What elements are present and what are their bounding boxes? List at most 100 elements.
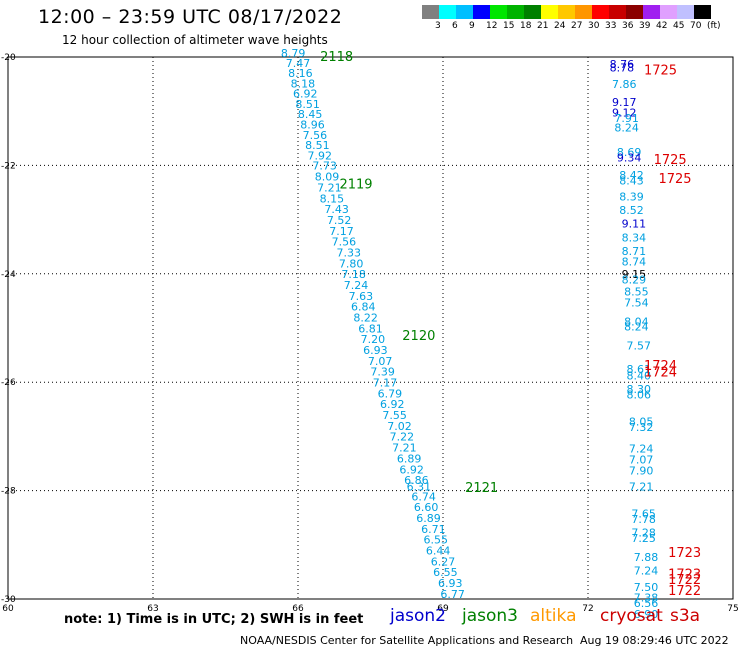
wave-height-value: 6.93 [438, 577, 463, 590]
wave-height-value: 7.55 [382, 409, 407, 422]
grid-lines [8, 57, 733, 599]
wave-height-value: 8.96 [300, 119, 325, 132]
wave-height-value: 8.30 [627, 383, 652, 396]
wave-height-value: 6.56 [634, 597, 659, 610]
wave-height-value: 7.33 [337, 246, 362, 259]
wave-height-value: 6.93 [363, 344, 388, 357]
x-axis-ticks: 60 63 66 69 72 75 [2, 604, 738, 614]
wave-height-value: 8.76 [610, 58, 635, 71]
colorbar-label: 30 [588, 21, 600, 31]
pass-number: 1723 [668, 546, 701, 561]
wave-height-value: 9.17 [612, 96, 637, 109]
wave-height-value: 6.86 [404, 474, 429, 487]
wave-height-value: 7.56 [303, 129, 328, 142]
wave-height-value: 7.47 [286, 57, 311, 70]
wave-height-value: 7.32 [629, 421, 654, 434]
x-tick-label: 60 [2, 604, 14, 614]
wave-height-value: 8.34 [622, 231, 647, 244]
colorbar-label: 3 [435, 21, 441, 31]
wave-height-value: 8.43 [619, 174, 644, 187]
x-tick-label: 69 [437, 604, 449, 614]
wave-height-value: 9.12 [612, 107, 637, 120]
colorbar-swatch [694, 5, 711, 19]
wave-height-value: 8.40 [627, 369, 652, 382]
wave-height-value: 8.29 [622, 274, 647, 287]
colorbar-swatch [575, 5, 592, 19]
wave-height-value: 6.89 [397, 452, 422, 465]
colorbar-label: 15 [503, 21, 515, 31]
page-title: 12:00 – 23:59 UTC 08/17/2022 [38, 6, 343, 28]
wave-height-value: 8.24 [614, 121, 639, 134]
wave-height-value: 8.69 [617, 146, 642, 159]
wave-height-value: 7.20 [361, 333, 386, 346]
wave-height-value: 8.74 [622, 256, 647, 269]
wave-height-value: 7.21 [629, 481, 654, 494]
y-tick-label: -30 [1, 595, 16, 605]
mission-jason2: jason2 [390, 606, 446, 626]
wave-height-value: 7.21 [317, 181, 342, 194]
pass-number: 1722 [668, 584, 701, 599]
y-tick-label: -20 [1, 53, 16, 63]
colorbar-label: 24 [554, 21, 566, 31]
wave-height-value: 6.44 [426, 545, 451, 558]
y-axis-ticks: -20 -22 -24 -26 -28 -30 [1, 53, 16, 605]
wave-height-value: 8.51 [305, 139, 330, 152]
wave-height-value: 8.61 [627, 363, 652, 376]
wave-height-value: 7.91 [614, 112, 639, 125]
wave-height-value: 6.92 [293, 88, 318, 101]
wave-height-value: 8.22 [353, 311, 378, 324]
wave-height-value: 7.38 [634, 592, 659, 605]
colorbar-swatch [473, 5, 490, 19]
wave-height-value: 6.81 [358, 322, 383, 335]
colorbar-swatch [592, 5, 609, 19]
colorbar-label: 6 [452, 21, 458, 31]
mission-jason3: jason3 [462, 606, 518, 626]
wave-height-value: 7.43 [324, 203, 349, 216]
credit-line: NOAA/NESDIS Center for Satellite Applica… [240, 634, 574, 647]
colorbar-label: 18 [520, 21, 532, 31]
wave-height-value: 7.18 [341, 268, 366, 281]
wave-height-value: 7.88 [634, 551, 659, 564]
mission-s3a: s3a [670, 606, 701, 626]
plot-frame [7, 56, 734, 600]
colorbar-swatch [677, 5, 694, 19]
wave-height-value: 6.55 [424, 534, 449, 547]
wave-height-value: 6.60 [414, 501, 439, 514]
y-tick-label: -26 [1, 378, 16, 388]
wave-height-value: 6.84 [351, 301, 376, 314]
wave-height-value: 6.71 [421, 523, 446, 536]
wave-height-value: 6.77 [440, 588, 465, 601]
colorbar-label: 21 [537, 21, 549, 31]
colorbar-label: 27 [571, 21, 583, 31]
wave-height-value: 8.16 [288, 67, 313, 80]
colorbar-swatch [558, 5, 575, 19]
wave-height-value: 8.06 [627, 388, 652, 401]
colorbar-swatch [643, 5, 660, 19]
wave-height-value: 7.24 [344, 279, 369, 292]
colorbar-swatch [660, 5, 677, 19]
colorbar-swatch [609, 5, 626, 19]
wave-height-value: 6.74 [411, 490, 436, 503]
colorbar-label: 45 [673, 21, 685, 31]
wave-height-value: 7.28 [631, 527, 656, 540]
wave-height-value: 7.52 [327, 214, 352, 227]
wave-height-value: 7.25 [631, 532, 656, 545]
colorbar-label: 70 [690, 21, 702, 31]
mission-cryosat: cryosat [600, 606, 663, 626]
wave-height-value: 6.92 [380, 398, 405, 411]
colorbar-swatch [507, 5, 524, 19]
x-tick-label: 72 [582, 604, 593, 614]
pass-number: 1723 [668, 568, 701, 583]
pass-number: 1724 [644, 365, 677, 380]
pass-number: 2119 [339, 177, 372, 192]
wave-height-value: 7.17 [329, 225, 354, 238]
wave-height-value: 7.90 [629, 464, 654, 477]
wave-height-value: 7.21 [392, 442, 417, 455]
wave-height-value: 9.15 [622, 268, 647, 281]
wave-height-value: 8.78 [610, 62, 635, 75]
wave-height-value: 7.56 [332, 236, 357, 249]
wave-height-value: 7.78 [631, 513, 656, 526]
pass-number: 1724 [644, 359, 677, 374]
wave-height-value: 7.22 [390, 431, 415, 444]
